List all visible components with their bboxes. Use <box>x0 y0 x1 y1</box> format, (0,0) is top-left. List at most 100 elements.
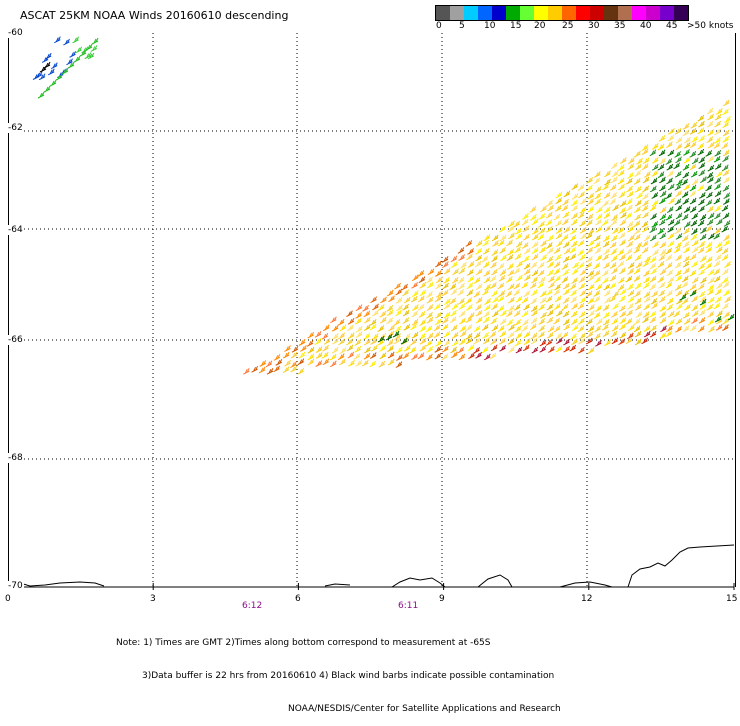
wind-barb <box>410 323 417 331</box>
wind-barb <box>554 295 562 303</box>
wind-barb <box>659 305 667 312</box>
wind-barb <box>602 277 609 284</box>
wind-barb <box>500 254 507 262</box>
wind-barb <box>651 302 658 310</box>
wind-barb <box>426 332 434 340</box>
wind-barb <box>578 254 586 261</box>
wind-barb <box>538 227 546 235</box>
wind-barb <box>475 240 483 247</box>
wind-barb <box>556 309 563 317</box>
wind-barb <box>548 281 555 289</box>
wind-barb <box>691 157 699 165</box>
wind-barb <box>419 281 427 289</box>
wind-barb <box>675 317 683 325</box>
wind-barb <box>571 338 578 346</box>
wind-barb <box>513 310 521 317</box>
wind-barb <box>634 304 642 311</box>
wind-barb <box>714 227 721 235</box>
wind-barb <box>522 344 530 352</box>
wind-barb <box>546 303 554 311</box>
wind-barb <box>625 212 633 219</box>
wind-barb <box>604 339 611 347</box>
wind-barb <box>658 135 666 142</box>
wind-barb <box>530 305 538 312</box>
wind-barb <box>537 233 545 241</box>
wind-barb <box>491 303 498 310</box>
wind-barb <box>626 221 634 228</box>
wind-barb <box>329 353 337 361</box>
wind-barb <box>47 68 55 76</box>
wind-barb <box>699 214 707 221</box>
wind-barb <box>652 249 659 256</box>
wind-barb <box>482 261 490 269</box>
wind-barb <box>675 190 682 197</box>
wind-barb <box>282 351 290 359</box>
wind-barb <box>675 289 683 297</box>
wind-barb <box>684 303 691 311</box>
wind-barb <box>459 325 467 333</box>
scale-label-45: 45 <box>666 21 678 31</box>
wind-barb <box>675 204 683 212</box>
wind-barb <box>481 346 489 354</box>
wind-barb <box>499 234 507 242</box>
wind-barb <box>594 198 601 206</box>
wind-barb <box>716 310 723 318</box>
wind-barb <box>490 317 497 325</box>
wind-barb <box>554 275 561 282</box>
wind-barb <box>650 267 657 275</box>
wind-barb <box>522 319 529 326</box>
wind-barb <box>540 254 547 261</box>
wind-barb <box>570 318 578 325</box>
wind-barb <box>329 360 337 368</box>
wind-barb <box>426 312 433 319</box>
wind-barb <box>690 233 698 241</box>
wind-barb <box>417 352 425 360</box>
wind-barb <box>475 283 483 291</box>
wind-barb <box>609 262 617 269</box>
wind-barb <box>700 227 707 234</box>
wind-barb <box>665 330 673 337</box>
wind-barb <box>641 148 649 155</box>
wind-barb <box>723 176 730 184</box>
wind-barb <box>475 351 482 359</box>
wind-barb <box>586 318 593 326</box>
wind-barb <box>561 204 569 212</box>
wind-barb <box>627 262 635 269</box>
wind-barb <box>450 261 458 268</box>
wind-barb <box>307 331 315 339</box>
wind-barb <box>553 268 561 275</box>
wind-barb <box>563 323 571 331</box>
wind-barb <box>579 219 586 227</box>
wind-barb <box>498 274 506 282</box>
wind-barb <box>642 157 650 165</box>
wind-barb <box>594 192 602 200</box>
wind-barb <box>723 311 730 319</box>
wind-barb <box>321 351 329 359</box>
wind-barb <box>633 318 641 325</box>
wind-barb <box>713 142 721 149</box>
wind-barb <box>577 239 585 247</box>
wind-barb <box>427 268 435 276</box>
wind-barb <box>337 353 345 360</box>
wind-barb <box>690 170 698 178</box>
wind-barb <box>315 352 323 359</box>
wind-barb <box>602 318 610 326</box>
wind-barb <box>618 305 626 312</box>
wind-barb <box>707 129 714 136</box>
wind-barb <box>649 226 656 233</box>
wind-barb <box>681 191 689 198</box>
wind-barb <box>402 289 410 297</box>
wind-barb <box>595 213 603 221</box>
wind-barb <box>426 281 434 289</box>
wind-barb <box>595 283 603 291</box>
wind-barb <box>707 288 714 296</box>
wind-barb <box>554 283 561 291</box>
wind-barb <box>690 121 698 129</box>
map-canvas <box>7 33 735 590</box>
wind-barb <box>425 339 433 347</box>
wind-barb <box>467 275 475 283</box>
wind-barb <box>691 246 699 253</box>
wind-barb <box>610 218 618 226</box>
wind-barb <box>634 213 641 221</box>
coastline <box>391 577 446 588</box>
